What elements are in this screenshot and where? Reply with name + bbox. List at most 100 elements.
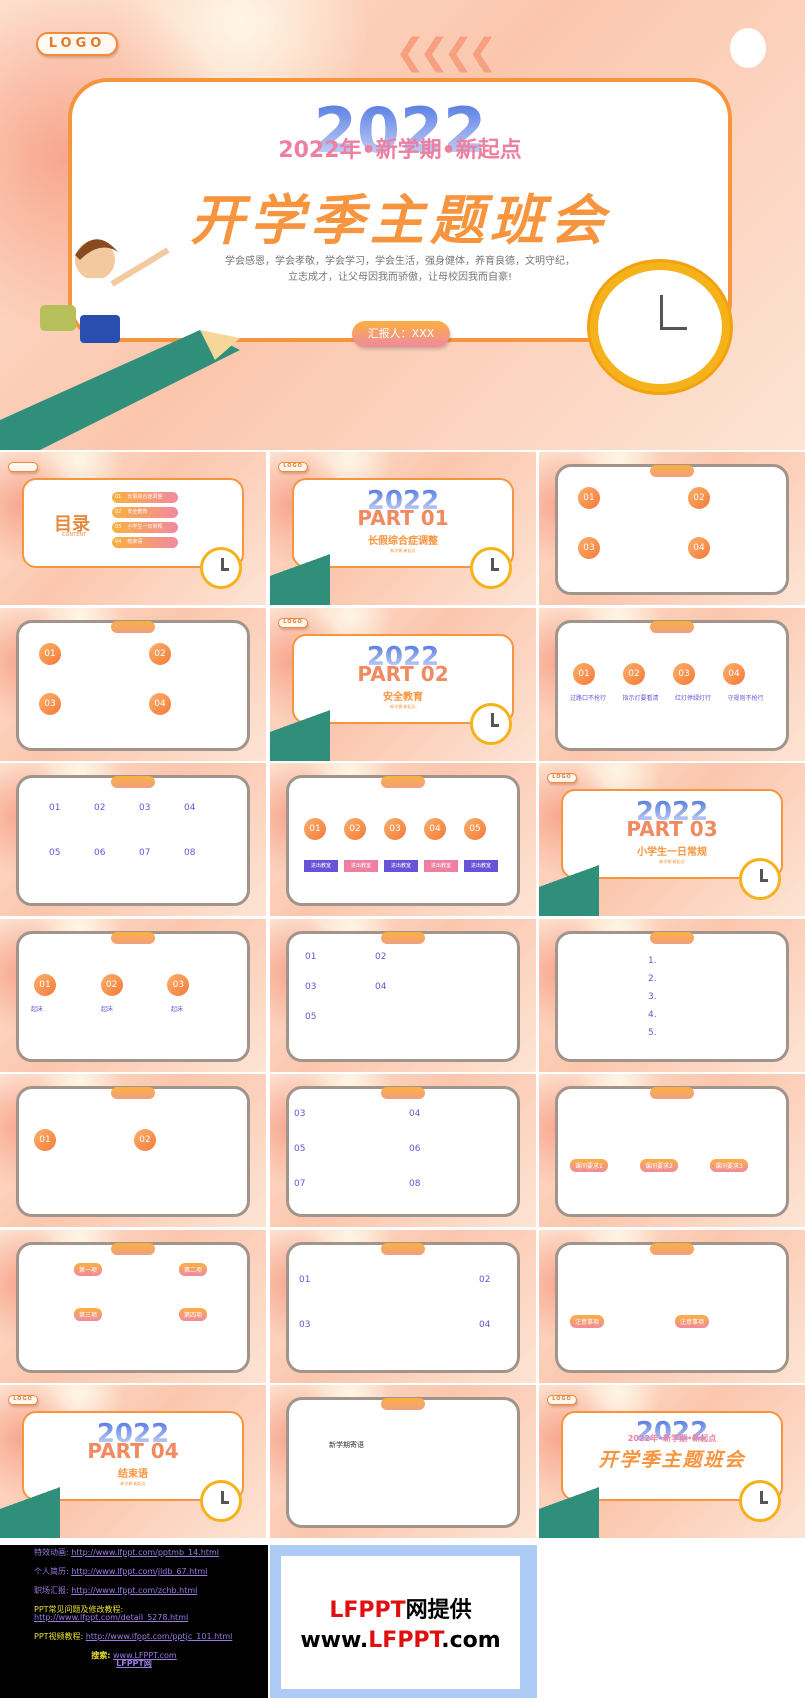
toc-item-number: 03 <box>115 524 122 530</box>
slide-thumbnail[interactable]: 01 02 03 04 05 <box>270 918 536 1072</box>
part-number: PART 03 <box>626 817 718 841</box>
item-number: 03 <box>578 537 600 559</box>
section-header-pill <box>650 465 694 477</box>
link-url[interactable]: http://www.lfppt.com/zchb.html <box>71 1586 198 1595</box>
toc-item[interactable]: 02 安全教育 <box>112 507 178 518</box>
item-number: 02 <box>100 973 123 996</box>
boy-on-pencil-illustration <box>270 697 330 761</box>
part-title: 安全教育 <box>383 691 423 703</box>
slide-thumbnail[interactable]: LOGO 2022 PART 03 小学生一日常规 ·新学期·新起点· <box>539 763 805 916</box>
part-number: PART 04 <box>87 1439 179 1463</box>
item-number: 03 <box>139 803 151 813</box>
toc-item[interactable]: 01 长假综合症调整 <box>112 492 178 503</box>
slide-thumbnail[interactable]: 03 04 05 06 07 08 <box>270 1074 536 1227</box>
boy-on-pencil-illustration <box>539 853 599 916</box>
year-text: 2022 <box>294 486 512 516</box>
site-link[interactable]: LFPPT网 <box>116 1659 152 1668</box>
slide-thumbnail[interactable]: 01 02 03 04 05 进出教室 进出教室 进出教室 进出教室 进出教室 <box>270 763 536 916</box>
item-label: 起床 <box>101 1005 114 1013</box>
item-number: 04 <box>149 692 171 715</box>
link-row: 个人简历: http://www.lfppt.com/jldb_67.html <box>34 1567 208 1576</box>
slide-thumbnail[interactable]: LOGO 2022 PART 04 结束语 ·新学期·新起点· <box>0 1385 266 1538</box>
slide-thumbnail[interactable]: LOGO 2022 PART 02 安全教育 ·新学期·新起点· <box>270 607 536 761</box>
brand-url: www. <box>300 1628 369 1653</box>
reporter-button[interactable]: 汇报人：XXX <box>352 321 450 347</box>
slide-thumbnail[interactable]: 01 02 03 04 <box>539 452 805 605</box>
year-text: 2022 <box>294 642 512 672</box>
slide-thumbnail[interactable]: 01 02 03 起床 起床 起床 <box>0 918 266 1072</box>
boy-on-pencil-illustration <box>0 1475 60 1538</box>
logo <box>8 462 38 472</box>
toc-title: 目录 <box>54 514 90 535</box>
main-title: 开学季主题班会 <box>598 1449 746 1471</box>
part-title: 结束语 <box>118 1469 148 1480</box>
enter-classroom-button[interactable]: 进出教室 <box>304 860 338 872</box>
item-label: 守规则不抢行 <box>727 694 764 702</box>
section-header-pill <box>650 931 694 944</box>
slide-thumbnail[interactable]: 课间要求1 课间要求2 课间要求3 <box>539 1074 805 1227</box>
cover-slide: LOGO ❮❮❮❮ 2022 2022年•新学期•新起点 开学季主题班会 学会感… <box>0 0 805 450</box>
alarm-clock-icon <box>739 1480 781 1522</box>
search-link[interactable]: www.LFPPT.com <box>113 1651 177 1660</box>
section-header-pill <box>381 931 425 944</box>
section-header-pill <box>111 1242 155 1255</box>
enter-classroom-button[interactable]: 进出教室 <box>344 860 378 872</box>
enter-classroom-button[interactable]: 进出教室 <box>384 860 418 872</box>
item-label: 过路口不抢行 <box>570 694 607 702</box>
video-link[interactable]: http://www.lfppt.com/pptjc_101.html <box>85 1632 233 1641</box>
item-number: 02 <box>688 487 710 509</box>
enter-classroom-button[interactable]: 进出教室 <box>424 860 458 872</box>
item-number: 2. <box>648 973 657 984</box>
part-number: PART 02 <box>357 661 449 686</box>
slide-thumbnail[interactable]: 01 02 <box>0 1074 266 1227</box>
item-number: 03 <box>305 981 317 992</box>
slide-thumbnail[interactable]: 目录 CONTENT 01 长假综合症调整 02 安全教育 03 小学生一日常规 04 结束语 <box>0 452 266 605</box>
item-number: 05 <box>294 1144 306 1154</box>
toc-item[interactable]: 03 小学生一日常规 <box>112 522 178 533</box>
section-header-pill <box>650 1242 694 1255</box>
item-number: 06 <box>409 1144 421 1154</box>
slide-thumbnail[interactable]: 01 02 03 04 <box>0 607 266 761</box>
year-text: 2022 <box>563 797 781 827</box>
slide-card: 课间要求1 课间要求2 课间要求3 <box>555 1086 789 1217</box>
slide-thumbnail[interactable]: LOGO 2022 2022年•新学期•新起点 开学季主题班会 <box>539 1385 805 1538</box>
item-number: 04 <box>184 803 196 813</box>
slide-thumbnail[interactable]: 新学期寄语 <box>270 1385 536 1538</box>
item-number: 04 <box>424 818 446 840</box>
item-number: 02 <box>344 818 366 840</box>
toc-item[interactable]: 04 结束语 <box>112 537 178 548</box>
item-label: 第四项 <box>179 1307 208 1321</box>
year-text: 2022 <box>24 1419 242 1449</box>
link-label: 职场汇报 <box>34 1586 66 1595</box>
slide-thumbnail[interactable]: LOGO 2022 PART 01 长假综合症调整 ·新学期·新起点· <box>270 452 536 605</box>
enter-classroom-button[interactable]: 进出教室 <box>464 860 498 872</box>
logo: LOGO <box>36 32 118 56</box>
year-text: 2022 <box>563 1417 781 1447</box>
link-url[interactable]: http://www.lfppt.com/jldb_67.html <box>71 1567 208 1576</box>
item-number: 04 <box>375 981 387 992</box>
section-header-pill <box>650 620 694 633</box>
link-label: 特效动画 <box>34 1548 66 1557</box>
link-url[interactable]: http://www.lfppt.com/pptmb_14.html <box>71 1548 219 1557</box>
slide-thumbnail[interactable]: 第一项 第二项 第三项 第四项 <box>0 1229 266 1383</box>
slide-thumbnail[interactable]: 1. 2. 3. 4. 5. <box>539 918 805 1072</box>
boy-on-pencil-illustration <box>539 1475 599 1538</box>
faq-link[interactable]: http://www.lfppt.com/detail_5278.html <box>34 1613 189 1622</box>
item-label: 注意事项 <box>570 1314 605 1328</box>
brand-panel: LFPPT网提供 www.LFPPT.com <box>270 1545 537 1698</box>
slide-thumbnail[interactable]: 01 02 03 04 05 06 07 08 <box>0 763 266 916</box>
boy-on-pencil-illustration <box>270 542 330 605</box>
item-label: 指示灯要看清 <box>622 694 659 702</box>
toc-item-number: 02 <box>115 509 122 515</box>
slide-thumbnail[interactable]: 01 02 03 04 过路口不抢行 指示灯要看清 红灯停绿灯行 守规则不抢行 <box>539 607 805 761</box>
decor-circle-icon <box>730 28 766 68</box>
item-label: 起床 <box>171 1005 184 1013</box>
slide-card: 01 02 03 04 <box>555 464 789 595</box>
search-label: 搜索: <box>91 1651 111 1660</box>
item-number: 01 <box>305 951 317 962</box>
slide-card: 注意事项 注意事项 <box>555 1241 789 1373</box>
item-number: 08 <box>184 848 196 858</box>
slide-thumbnail[interactable]: 01 02 03 04 <box>270 1229 536 1383</box>
slide-thumbnail[interactable]: 注意事项 注意事项 <box>539 1229 805 1383</box>
slide-card: 01 02 03 04 05 进出教室 进出教室 进出教室 进出教室 进出教室 <box>286 775 520 906</box>
